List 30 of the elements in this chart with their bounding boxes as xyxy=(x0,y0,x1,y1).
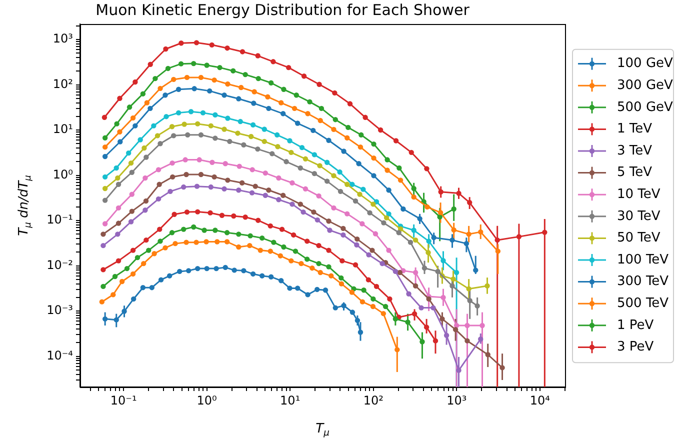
legend-label: 300 TeV xyxy=(617,274,669,290)
x-tick-label: 10¹ xyxy=(280,393,300,408)
y-tick-label: 10³ xyxy=(52,32,74,46)
legend-label: 1 TeV xyxy=(617,122,652,137)
legend-label: 50 TeV xyxy=(617,230,660,246)
legend-label: 100 TeV xyxy=(617,252,669,268)
legend-label: 3 TeV xyxy=(617,143,652,158)
x-tick-label: 10³ xyxy=(446,393,467,408)
y-tick-label: 10⁻³ xyxy=(46,303,74,318)
y-tick-label: 10⁻¹ xyxy=(46,212,74,227)
y-tick-label: 10⁰ xyxy=(52,167,74,182)
legend-label: 10 TeV xyxy=(617,186,660,202)
x-tick-label: 10⁻¹ xyxy=(110,393,137,408)
x-tick-label: 10² xyxy=(363,393,384,408)
x-tick-label: 10⁰ xyxy=(196,393,218,408)
chart-title: Muon Kinetic Energy Distribution for Each Shower xyxy=(96,0,470,19)
y-tick-label: 10² xyxy=(52,76,74,91)
y-tick-label: 10⁻² xyxy=(46,258,74,272)
legend-label: 1 PeV xyxy=(617,318,654,333)
x-tick-label: 10⁴ xyxy=(530,393,550,408)
legend-label: 5 TeV xyxy=(617,165,652,180)
y-axis-title: Tμ dn/dTμ xyxy=(16,174,34,236)
legend-label: 30 TeV xyxy=(617,208,660,224)
legend-label: 500 GeV xyxy=(617,100,674,115)
y-tick-label: 10¹ xyxy=(52,122,74,136)
legend-label: 3 PeV xyxy=(617,340,654,355)
legend-label: 300 GeV xyxy=(617,78,674,93)
y-tick-label: 10⁻⁴ xyxy=(46,348,74,362)
legend-label: 500 TeV xyxy=(617,296,669,311)
legend-label: 100 GeV xyxy=(617,56,674,72)
